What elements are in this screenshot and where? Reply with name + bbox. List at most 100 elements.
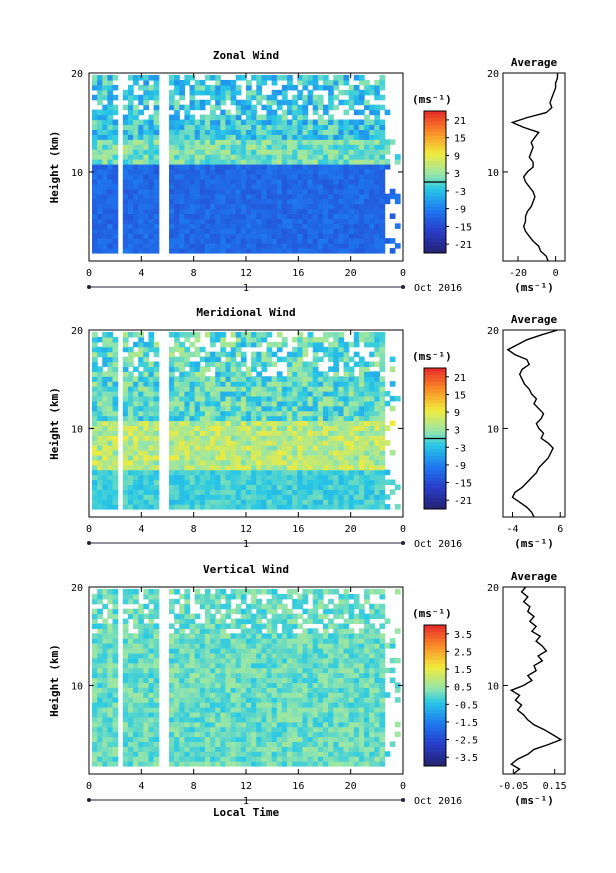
heatmap-cell bbox=[215, 494, 221, 500]
heatmap-cell bbox=[97, 440, 103, 446]
heatmap-cell bbox=[235, 667, 242, 674]
heatmap-cell bbox=[112, 366, 119, 372]
heatmap-cell bbox=[127, 589, 134, 595]
heatmap-cell bbox=[276, 440, 283, 446]
heatmap-cell bbox=[153, 613, 160, 620]
heatmap-cell bbox=[343, 366, 350, 372]
heatmap-cell bbox=[153, 484, 160, 490]
heatmap-cell bbox=[199, 124, 206, 130]
heatmap-cell bbox=[122, 149, 129, 155]
heatmap-cell bbox=[199, 652, 206, 659]
heatmap-cell bbox=[92, 687, 98, 693]
heatmap-cell bbox=[379, 203, 386, 210]
heatmap-cell bbox=[246, 332, 252, 338]
heatmap-cell bbox=[338, 134, 345, 140]
heatmap-cell bbox=[143, 410, 150, 417]
heatmap-cell bbox=[338, 129, 345, 135]
heatmap-cell bbox=[92, 134, 98, 140]
heatmap-cell bbox=[92, 178, 98, 185]
heatmap-cell bbox=[338, 183, 345, 190]
heatmap-cell bbox=[127, 702, 134, 708]
heatmap-cell bbox=[266, 721, 273, 728]
heatmap-cell bbox=[102, 391, 108, 397]
heatmap-cell bbox=[169, 144, 175, 150]
heatmap-cell bbox=[133, 420, 139, 427]
heatmap-cell bbox=[307, 233, 314, 239]
heatmap-cell bbox=[184, 741, 191, 747]
heatmap-cell bbox=[287, 134, 293, 140]
heatmap-cell bbox=[338, 435, 345, 441]
heatmap-cell bbox=[256, 361, 262, 368]
heatmap-cell bbox=[133, 425, 139, 431]
heatmap-cell bbox=[199, 193, 206, 200]
heatmap-cell bbox=[97, 351, 103, 358]
heatmap-cell bbox=[302, 400, 309, 407]
heatmap-cell bbox=[102, 741, 108, 747]
heatmap-cell bbox=[127, 761, 134, 767]
heatmap-cell bbox=[107, 435, 114, 441]
heatmap-cell bbox=[97, 454, 103, 461]
heatmap-cell bbox=[138, 731, 144, 738]
heatmap-cell bbox=[143, 702, 150, 708]
heatmap-cell bbox=[271, 692, 278, 698]
heatmap-cell bbox=[184, 648, 191, 654]
heatmap-cell bbox=[204, 692, 211, 698]
heatmap-cell bbox=[97, 736, 103, 743]
heatmap-cell bbox=[179, 405, 185, 412]
heatmap-cell bbox=[230, 99, 237, 106]
heatmap-cell bbox=[138, 149, 144, 155]
heatmap-cell bbox=[153, 464, 160, 471]
heatmap-cell bbox=[271, 109, 278, 116]
heatmap-cell bbox=[174, 208, 180, 215]
heatmap-cell bbox=[343, 139, 350, 145]
heatmap-cell bbox=[246, 415, 252, 422]
heatmap-cell bbox=[153, 366, 160, 372]
heatmap-cell bbox=[266, 203, 273, 210]
heatmap-cell bbox=[333, 415, 339, 422]
heatmap-cell bbox=[189, 672, 196, 679]
heatmap-cell bbox=[92, 336, 98, 343]
heatmap-cell bbox=[374, 89, 381, 96]
heatmap-cell bbox=[281, 445, 288, 451]
heatmap-cell bbox=[225, 168, 232, 175]
heatmap-cell bbox=[102, 618, 108, 625]
heatmap-cell bbox=[312, 75, 319, 81]
heatmap-cell bbox=[122, 395, 129, 402]
heatmap-cell bbox=[215, 248, 221, 254]
heatmap-cell bbox=[287, 84, 293, 91]
heatmap-cell bbox=[199, 89, 206, 96]
heatmap-cell bbox=[107, 243, 114, 249]
heatmap-cell bbox=[169, 332, 175, 338]
heatmap-cell bbox=[199, 223, 206, 229]
heatmap-cell bbox=[225, 746, 232, 752]
heatmap-cell bbox=[358, 94, 365, 101]
heatmap-cell bbox=[384, 504, 391, 510]
heatmap-cell bbox=[112, 75, 119, 81]
heatmap-cell bbox=[194, 484, 201, 490]
heatmap-cell bbox=[353, 435, 360, 441]
heatmap-cell bbox=[102, 376, 108, 382]
heatmap-cell bbox=[307, 410, 314, 417]
heatmap-cell bbox=[246, 464, 252, 471]
heatmap-cell bbox=[148, 598, 155, 605]
heatmap-cell bbox=[143, 435, 150, 441]
heatmap-cell bbox=[102, 75, 108, 81]
heatmap-cell bbox=[240, 173, 247, 180]
heatmap-cell bbox=[271, 134, 278, 140]
heatmap-cell bbox=[261, 751, 268, 757]
heatmap-cell bbox=[353, 159, 360, 165]
heatmap-cell bbox=[307, 400, 314, 407]
x-tick-label: 4 bbox=[138, 268, 144, 279]
heatmap-cell bbox=[122, 154, 129, 160]
heatmap-cell bbox=[174, 682, 180, 688]
heatmap-cell bbox=[220, 154, 227, 160]
heatmap-cell bbox=[287, 248, 293, 254]
heatmap-cell bbox=[148, 633, 155, 639]
heatmap-cell bbox=[148, 248, 155, 254]
heatmap-cell bbox=[297, 183, 304, 190]
heatmap-cell bbox=[102, 218, 108, 224]
heatmap-cell bbox=[235, 149, 242, 155]
heatmap-cell bbox=[169, 129, 175, 135]
heatmap-cell bbox=[179, 119, 185, 126]
heatmap-cell bbox=[133, 79, 139, 86]
